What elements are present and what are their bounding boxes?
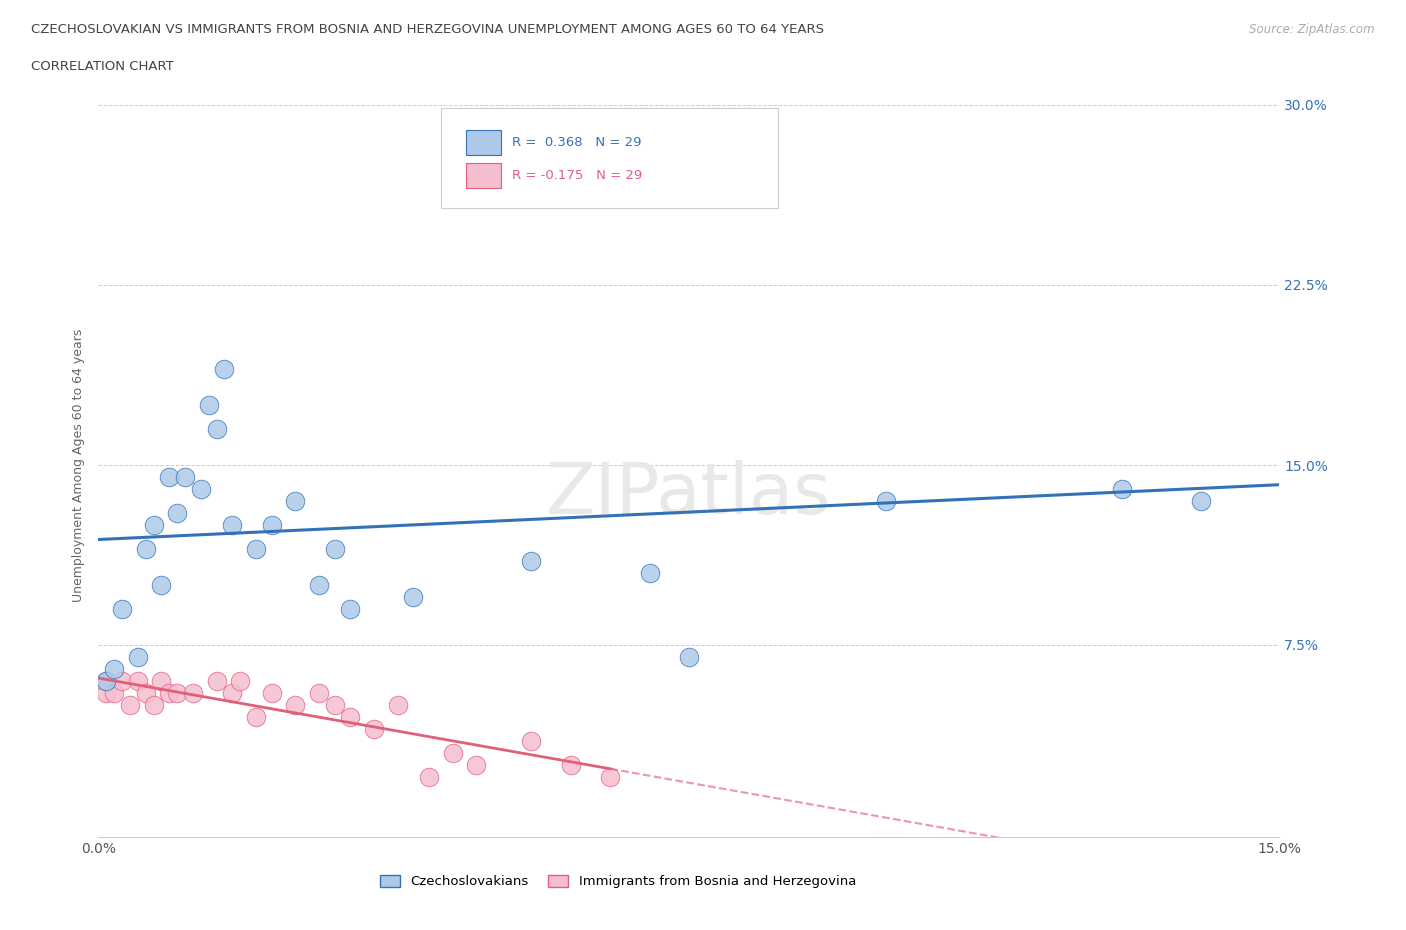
Point [127, 673, 149, 688]
Point [363, 722, 385, 737]
Point [284, 494, 307, 509]
Point [678, 649, 700, 664]
Point [229, 673, 252, 688]
Y-axis label: Unemployment Among Ages 60 to 64 years: Unemployment Among Ages 60 to 64 years [72, 328, 84, 602]
Point [308, 685, 330, 700]
Point [111, 602, 134, 617]
Point [205, 421, 228, 436]
Point [142, 698, 165, 712]
Point [214, 362, 236, 377]
FancyBboxPatch shape [441, 108, 778, 208]
Point [118, 698, 141, 712]
Point [339, 602, 361, 617]
Point [560, 758, 582, 773]
Point [150, 673, 173, 688]
Point [260, 518, 283, 533]
Point [142, 518, 165, 533]
Point [127, 649, 149, 664]
Point [875, 494, 897, 509]
Point [284, 698, 307, 712]
Point [111, 673, 134, 688]
Point [96, 685, 118, 700]
Point [1189, 494, 1212, 509]
Point [96, 673, 118, 688]
Point [1111, 482, 1133, 497]
Point [205, 673, 228, 688]
Point [190, 482, 212, 497]
Point [441, 746, 464, 761]
Point [157, 470, 180, 485]
Point [96, 673, 118, 688]
Point [135, 541, 157, 556]
Point [339, 710, 361, 724]
Point [174, 470, 197, 485]
Point [520, 734, 543, 749]
Text: Source: ZipAtlas.com: Source: ZipAtlas.com [1250, 23, 1375, 36]
Point [418, 769, 440, 784]
Point [481, 134, 503, 149]
Point [103, 685, 125, 700]
Point [166, 685, 188, 700]
FancyBboxPatch shape [465, 130, 501, 155]
Point [245, 541, 267, 556]
Point [638, 565, 661, 580]
Legend: Czechoslovakians, Immigrants from Bosnia and Herzegovina: Czechoslovakians, Immigrants from Bosnia… [375, 870, 862, 894]
Point [520, 553, 543, 568]
Point [166, 506, 188, 521]
Point [387, 698, 409, 712]
Text: R =  0.368   N = 29: R = 0.368 N = 29 [512, 137, 641, 150]
Point [103, 661, 125, 676]
Point [245, 710, 267, 724]
Point [402, 590, 425, 604]
Point [150, 578, 173, 592]
Point [260, 685, 283, 700]
Point [221, 518, 243, 533]
Point [308, 578, 330, 592]
Point [135, 685, 157, 700]
Text: R = -0.175   N = 29: R = -0.175 N = 29 [512, 169, 643, 182]
Point [323, 698, 346, 712]
Text: ZIPatlas: ZIPatlas [546, 460, 832, 529]
Point [197, 397, 219, 412]
Point [323, 541, 346, 556]
Point [599, 769, 621, 784]
Point [181, 685, 204, 700]
Point [221, 685, 243, 700]
Point [465, 758, 488, 773]
Text: CZECHOSLOVAKIAN VS IMMIGRANTS FROM BOSNIA AND HERZEGOVINA UNEMPLOYMENT AMONG AGE: CZECHOSLOVAKIAN VS IMMIGRANTS FROM BOSNI… [31, 23, 824, 36]
FancyBboxPatch shape [465, 163, 501, 188]
Text: CORRELATION CHART: CORRELATION CHART [31, 60, 174, 73]
Point [157, 685, 180, 700]
